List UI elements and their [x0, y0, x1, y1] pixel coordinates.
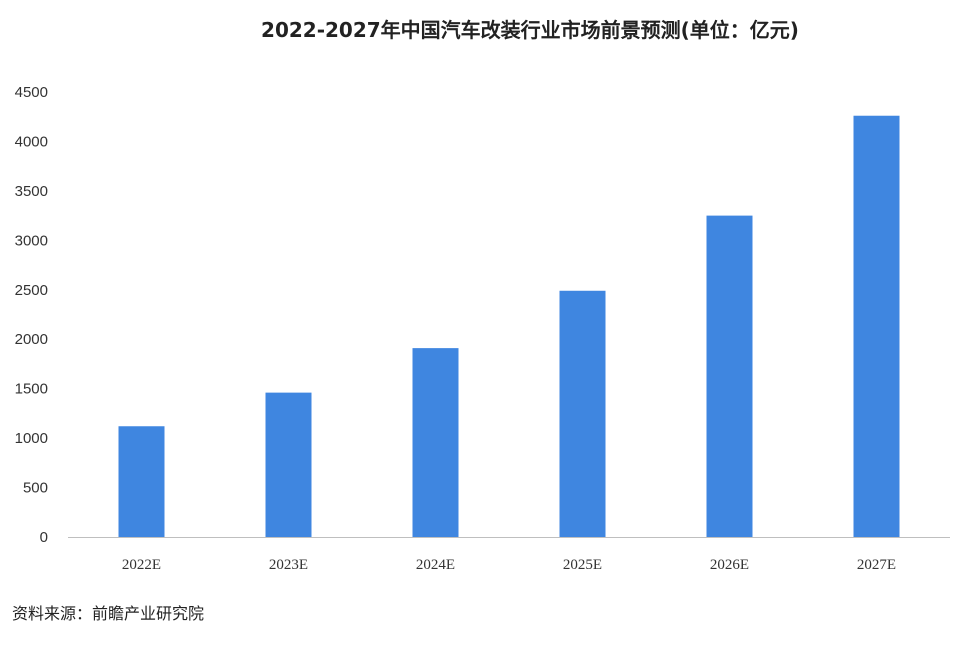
y-tick-label: 0 [40, 529, 48, 546]
y-tick-label: 4000 [15, 133, 48, 150]
y-tick-label: 3000 [15, 232, 48, 249]
x-tick-label: 2022E [122, 557, 161, 573]
chart-title: 2022-2027年中国汽车改装行业市场前景预测(单位：亿元) [261, 18, 799, 42]
x-tick-label: 2023E [269, 557, 308, 573]
y-tick-label: 4500 [15, 84, 48, 101]
x-axis-ticks: 2022E 2023E 2024E 2025E 2026E 2027E [122, 557, 896, 573]
x-tick-label: 2026E [710, 557, 749, 573]
y-tick-label: 2000 [15, 331, 48, 348]
source-note: 资料来源：前瞻产业研究院 [12, 604, 205, 623]
x-tick-label: 2024E [416, 557, 455, 573]
bar-2025E [559, 290, 606, 537]
x-tick-label: 2027E [857, 557, 896, 573]
bars [118, 115, 900, 537]
y-tick-label: 1000 [15, 430, 48, 447]
bar-2026E [706, 215, 753, 537]
bar-2023E [265, 392, 312, 537]
y-tick-label: 2500 [15, 282, 48, 299]
bar-2022E [118, 426, 165, 537]
y-axis-ticks: 0 500 1000 1500 2000 2500 3000 3500 4000 4500 [15, 84, 48, 546]
bar-2024E [412, 348, 459, 537]
y-tick-label: 3500 [15, 183, 48, 200]
y-tick-label: 1500 [15, 381, 48, 398]
y-tick-label: 500 [23, 480, 48, 497]
bar-2027E [853, 115, 900, 537]
x-tick-label: 2025E [563, 557, 602, 573]
